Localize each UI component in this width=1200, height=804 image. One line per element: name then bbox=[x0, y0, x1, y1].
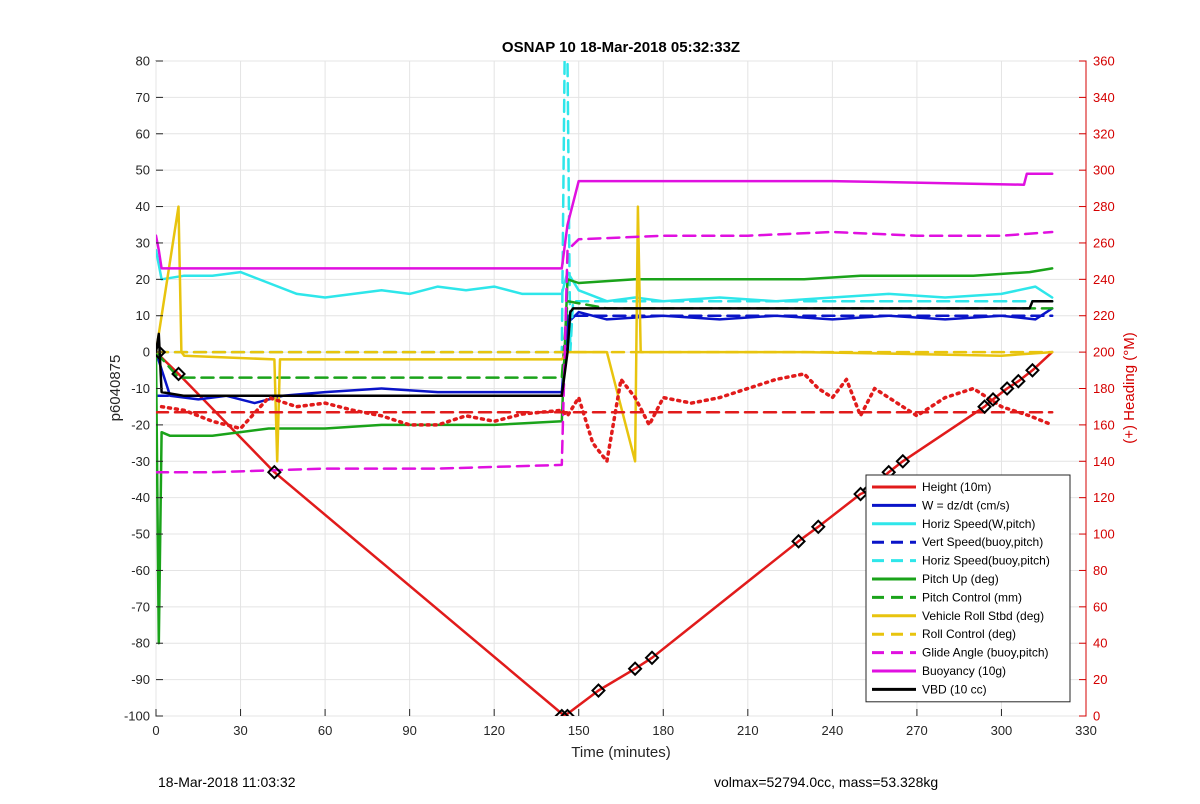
y-tick-label: 10 bbox=[136, 308, 150, 323]
y-tick-label: 0 bbox=[143, 345, 150, 360]
series-line-10 bbox=[156, 172, 1054, 270]
x-tick-label: 300 bbox=[991, 723, 1013, 738]
legend-entry: Pitch Control (mm) bbox=[922, 590, 1022, 604]
height-marker bbox=[999, 381, 1015, 396]
x-tick-label: 120 bbox=[483, 723, 505, 738]
x-tick-label: 150 bbox=[568, 723, 590, 738]
y-tick-label: -30 bbox=[131, 454, 150, 469]
height-marker bbox=[627, 661, 643, 677]
y-tick-label: -90 bbox=[131, 672, 150, 687]
x-ticks: 0 30 60 90 120 150 180 210 240 270 300 330 bbox=[152, 709, 1097, 738]
legend-entry: Horiz Speed(buoy,pitch) bbox=[922, 554, 1050, 568]
x-tick-label: 0 bbox=[152, 723, 159, 738]
series-line-9 bbox=[156, 230, 1054, 474]
legend-entry: Buoyancy (10g) bbox=[922, 664, 1006, 678]
y-tick-label: -20 bbox=[131, 417, 150, 432]
footer-timestamp: 18-Mar-2018 11:03:32 bbox=[158, 774, 296, 790]
y-ticks: -100-90-80-70-60-50-40-30-20-10010203040… bbox=[124, 54, 163, 724]
y-tick-label: 50 bbox=[136, 163, 150, 178]
x-tick-label: 270 bbox=[906, 723, 928, 738]
footer-volmax-mass: volmax=52794.0cc, mass=53.328kg bbox=[714, 774, 939, 790]
y-right-tick-label: 200 bbox=[1093, 345, 1115, 360]
marker-layer bbox=[156, 344, 1040, 716]
x-tick-label: 210 bbox=[737, 723, 759, 738]
height-marker bbox=[1010, 373, 1026, 389]
y-tick-label: 40 bbox=[136, 199, 150, 214]
series-line-0 bbox=[156, 350, 1054, 716]
y-right-tick-label: 20 bbox=[1093, 672, 1107, 687]
x-tick-label: 180 bbox=[652, 723, 674, 738]
chart-title: OSNAP 10 18-Mar-2018 05:32:33Z bbox=[502, 39, 740, 56]
y-right-tick-label: 360 bbox=[1093, 54, 1115, 69]
chart: 0 30 60 90 120 150 180 210 240 270 300 330 -100-90-… bbox=[107, 39, 1138, 761]
height-marker bbox=[977, 399, 992, 415]
legend-entry: Pitch Up (deg) bbox=[922, 572, 999, 586]
legend-entry: Vehicle Roll Stbd (deg) bbox=[922, 609, 1044, 623]
x-axis-label: Time (minutes) bbox=[571, 744, 670, 761]
series-layer bbox=[156, 61, 1054, 716]
height-marker bbox=[895, 453, 911, 469]
height-marker bbox=[156, 344, 167, 360]
height-marker bbox=[591, 683, 606, 698]
x-tick-label: 60 bbox=[318, 723, 332, 738]
y-right-tick-label: 0 bbox=[1093, 709, 1100, 724]
height-marker bbox=[560, 708, 575, 716]
y-right-tick-label: 160 bbox=[1093, 417, 1115, 432]
series-line-2 bbox=[156, 248, 1054, 303]
y-right-tick-label: 280 bbox=[1093, 199, 1115, 214]
y-axis-label: p6040875 bbox=[107, 355, 124, 422]
x-tick-label: 90 bbox=[402, 723, 416, 738]
legend-box bbox=[865, 474, 1071, 703]
y-tick-label: 20 bbox=[136, 272, 150, 287]
y-axis-label-right: (+) Heading (°M) bbox=[1121, 332, 1138, 443]
y-right-tick-label: 40 bbox=[1093, 636, 1107, 651]
y-right-tick-label: 100 bbox=[1093, 527, 1115, 542]
legend-entry: Horiz Speed(W,pitch) bbox=[922, 517, 1035, 531]
y-tick-label: -50 bbox=[131, 527, 150, 542]
series-line-12 bbox=[159, 372, 1054, 464]
height-marker bbox=[644, 650, 660, 666]
y-tick-label: -100 bbox=[124, 709, 150, 724]
y-tick-label: 30 bbox=[136, 235, 150, 250]
y-right-tick-label: 220 bbox=[1093, 308, 1115, 323]
y-tick-label: -70 bbox=[131, 599, 150, 614]
legend-entry: Height (10m) bbox=[922, 480, 991, 494]
legend-entry: Glide Angle (buoy,pitch) bbox=[922, 646, 1049, 660]
y-ticks-right: 0 20 40 60 80 100 120 140 160 180 200 220 240 260 280 3… bbox=[1079, 54, 1115, 724]
legend-entry: VBD (10 cc) bbox=[922, 682, 987, 696]
x-tick-label: 30 bbox=[233, 723, 247, 738]
y-right-tick-label: 260 bbox=[1093, 235, 1115, 250]
legend-entry: W = dz/dt (cm/s) bbox=[922, 498, 1010, 512]
height-marker bbox=[791, 533, 806, 549]
y-right-tick-label: 340 bbox=[1093, 90, 1115, 105]
y-tick-label: 60 bbox=[136, 126, 150, 141]
y-tick-label: 70 bbox=[136, 90, 150, 105]
y-tick-label: -60 bbox=[131, 563, 150, 578]
height-marker bbox=[266, 464, 282, 480]
x-tick-label: 330 bbox=[1075, 723, 1097, 738]
legend-entry: Roll Control (deg) bbox=[922, 627, 1016, 641]
height-marker bbox=[810, 519, 826, 535]
x-tick-label: 240 bbox=[822, 723, 844, 738]
y-tick-label: 80 bbox=[136, 54, 150, 69]
height-marker bbox=[985, 392, 1001, 407]
height-marker bbox=[554, 708, 570, 716]
series-line-11 bbox=[156, 299, 1054, 398]
legend: Height (10m) W = dz/dt (cm/s) Horiz Speed(… bbox=[865, 474, 1071, 703]
y-tick-label: -80 bbox=[131, 636, 150, 651]
y-right-tick-label: 180 bbox=[1093, 381, 1115, 396]
y-tick-label: -40 bbox=[131, 490, 150, 505]
y-right-tick-label: 300 bbox=[1093, 163, 1115, 178]
y-tick-label: -10 bbox=[131, 381, 150, 396]
legend-entry: Vert Speed(buoy,pitch) bbox=[922, 535, 1043, 549]
height-marker bbox=[171, 366, 186, 382]
y-right-tick-label: 320 bbox=[1093, 126, 1115, 141]
y-right-tick-label: 60 bbox=[1093, 599, 1107, 614]
y-right-tick-label: 120 bbox=[1093, 490, 1115, 505]
y-right-tick-label: 140 bbox=[1093, 454, 1115, 469]
height-marker bbox=[1025, 362, 1040, 378]
y-right-tick-label: 80 bbox=[1093, 563, 1107, 578]
y-right-tick-label: 240 bbox=[1093, 272, 1115, 287]
